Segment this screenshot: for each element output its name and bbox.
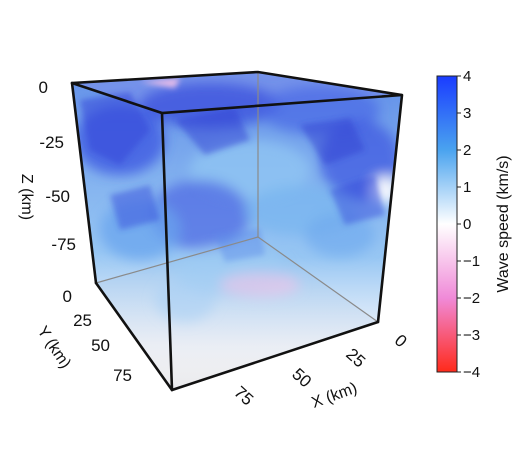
colorbar-tick-2: 2	[463, 142, 471, 159]
z-tick-0: 0	[39, 78, 48, 97]
y-tick-3: 75	[113, 366, 132, 385]
x-tick-1: 25	[342, 345, 369, 372]
y-tick-1: 25	[73, 311, 92, 330]
y-tick-0: 0	[63, 287, 72, 306]
wave-speed-volume	[72, 72, 402, 390]
z-axis-title: Z (km)	[18, 174, 35, 220]
z-tick-3: -75	[51, 235, 76, 254]
x-tick-0: 0	[391, 331, 411, 351]
x-tick-2: 50	[288, 365, 315, 392]
colorbar-tick-marks	[457, 75, 461, 373]
x-axis-title: X (km)	[309, 380, 359, 412]
y-tick-2: 50	[91, 336, 110, 355]
z-tick-1: -25	[39, 133, 64, 152]
colorbar-tick-zero: 0	[463, 216, 471, 233]
z-tick-2: -50	[45, 187, 70, 206]
colorbar-tick-4: 4	[463, 68, 471, 85]
colorbar-tick-3: 3	[463, 105, 471, 122]
colorbar-tick-neg4: −4	[463, 364, 480, 381]
colorbar-tick-neg2: −2	[463, 290, 480, 307]
y-axis-title: Y (km)	[34, 323, 74, 371]
box-edges	[70, 70, 404, 392]
colorbar-tick-1: 1	[463, 179, 471, 196]
colorbar: 4 3 2 1 0 −1 −2 −3 −4 Wave speed (km/s)	[436, 68, 512, 381]
x-tick-3: 75	[230, 383, 257, 410]
colorbar-title: Wave speed (km/s)	[495, 155, 512, 292]
z-axis: 0 -25 -50 -75 Z (km)	[18, 78, 76, 254]
colorbar-gradient	[436, 75, 458, 373]
colorbar-tick-neg1: −1	[463, 253, 480, 270]
colorbar-tick-neg3: −3	[463, 327, 480, 344]
